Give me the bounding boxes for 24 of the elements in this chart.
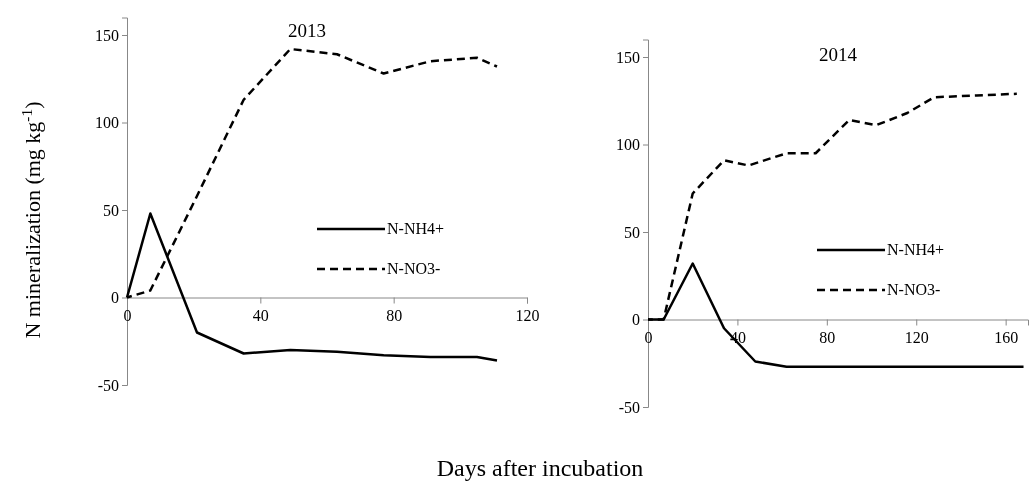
y-tick-label: 100 <box>95 114 119 132</box>
x-axis-title: Days after incubation <box>436 455 644 481</box>
y-tick-label: 150 <box>95 26 119 44</box>
y-tick-label: 150 <box>616 48 640 66</box>
x-tick-label: 40 <box>252 306 269 324</box>
x-tick-label: 0 <box>123 306 132 324</box>
y-tick-label: -50 <box>97 376 119 394</box>
y-tick-label: 0 <box>111 289 119 307</box>
x-tick-label: 0 <box>644 328 653 346</box>
x-tick-label: 160 <box>994 328 1019 346</box>
x-tick-label: 120 <box>904 328 929 346</box>
x-tick-label: 80 <box>386 306 403 324</box>
legend-label: N-NO3- <box>887 281 941 298</box>
x-tick-label: 120 <box>515 306 540 324</box>
y-tick-label: 50 <box>624 223 640 241</box>
y-tick-label: 100 <box>616 136 640 154</box>
y-tick-label: -50 <box>618 398 640 416</box>
legend-label: N-NH4+ <box>887 241 945 258</box>
x-tick-label: 80 <box>819 328 836 346</box>
chart-title: 2014 <box>819 44 858 65</box>
y-tick-label: 50 <box>103 201 119 219</box>
chart-title: 2013 <box>288 20 326 41</box>
legend-label: N-NH4+ <box>387 220 445 237</box>
legend-label: N-NO3- <box>387 260 441 277</box>
